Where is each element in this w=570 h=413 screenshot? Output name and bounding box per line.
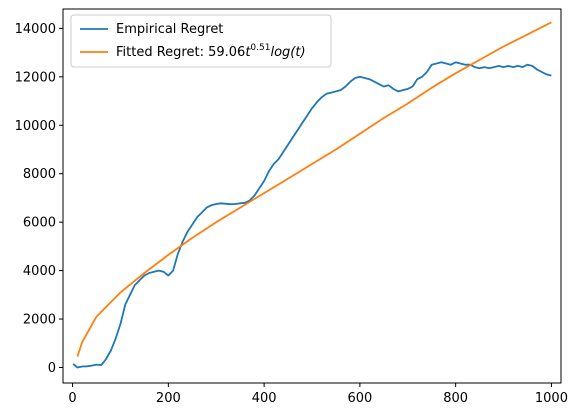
y-tick-label: 8000	[23, 167, 56, 182]
x-tick-label: 800	[443, 391, 468, 406]
plot-frame	[62, 8, 562, 384]
legend-label-empirical: Empirical Regret	[116, 22, 223, 37]
x-tick-label: 600	[347, 391, 372, 406]
legend-label-fitted: Fitted Regret: 59.06t0.51log(t)	[116, 43, 306, 60]
fitted-regret-line	[76, 21, 552, 357]
legend-fitted-prefix: Fitted Regret: 59.06	[116, 45, 245, 60]
y-tick-label: 4000	[23, 264, 56, 279]
x-tick-label: 1000	[535, 391, 568, 406]
x-tick-label: 400	[252, 391, 277, 406]
y-tick-label: 10000	[15, 119, 56, 134]
legend-box	[70, 14, 332, 68]
plot-background	[63, 9, 561, 383]
empirical-regret-line	[72, 61, 552, 369]
x-tick-label: 0	[68, 391, 76, 406]
x-tick-label: 200	[156, 391, 181, 406]
legend-fitted-t: t	[245, 45, 251, 60]
y-tick-label: 6000	[23, 216, 56, 231]
legend: Empirical Regret Fitted Regret: 59.06t0.…	[70, 14, 332, 68]
y-tick-label: 0	[48, 361, 56, 376]
legend-fitted-log: log	[270, 45, 290, 60]
legend-fitted-exponent: 0.51	[250, 43, 270, 53]
y-tick-label: 14000	[15, 22, 56, 37]
series-layer	[72, 21, 552, 369]
y-tick-label: 2000	[23, 313, 56, 328]
y-tick-label: 12000	[15, 70, 56, 85]
legend-fitted-arg: (t)	[290, 45, 305, 60]
ticks-layer: 0 200 400 600 800 100002000400060008000100001…	[15, 22, 568, 406]
